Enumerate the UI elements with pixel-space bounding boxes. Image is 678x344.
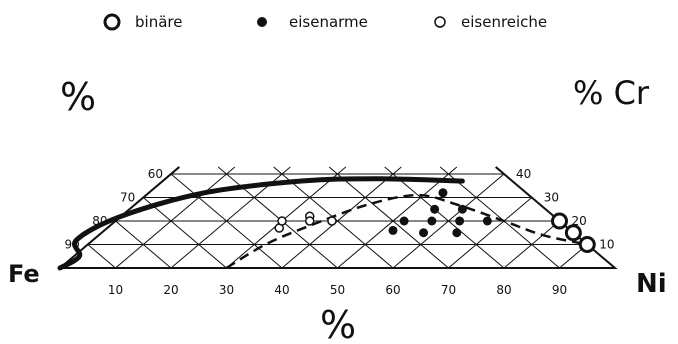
- iron-poor-point-marker: [438, 188, 448, 198]
- iron-poor-point-marker: [452, 228, 462, 238]
- iron-poor-point-marker: [388, 225, 398, 235]
- left-tick-label: 80: [92, 214, 107, 228]
- bottom-axis-percent-label: %: [320, 303, 356, 344]
- bottom-tick-label: 20: [163, 283, 178, 297]
- iron-rich-point-marker: [327, 216, 337, 226]
- legend-binary-marker: [103, 13, 121, 31]
- grid-line-fe: [142, 197, 227, 269]
- grid-line-fe: [439, 166, 560, 269]
- right-tick-label: 20: [572, 214, 587, 228]
- right-axis-cr-label: % Cr: [573, 74, 650, 112]
- grid-line-ni: [281, 166, 402, 269]
- legend: binäre eisenarme eisenreiche: [103, 13, 547, 31]
- corner-label-ni: Ni: [636, 269, 667, 299]
- legend-iron-rich-marker: [434, 16, 446, 28]
- iron-rich-point-marker: [305, 216, 315, 226]
- bottom-tick-label: 50: [330, 283, 345, 297]
- iron-poor-point-marker: [430, 204, 440, 214]
- bottom-tick-labels: 10 20 30 40 50 60 70 80 90: [108, 283, 567, 297]
- grid-line-ni: [448, 197, 533, 269]
- bottom-tick-label: 80: [496, 283, 511, 297]
- iron-poor-point-marker: [419, 228, 429, 238]
- grid-line-ni: [115, 166, 236, 269]
- ternary-grid: [57, 166, 618, 269]
- binary-point-marker: [551, 212, 568, 230]
- iron-poor-point-marker: [482, 216, 492, 226]
- right-tick-label: 10: [599, 238, 614, 252]
- bottom-tick-label: 30: [219, 283, 234, 297]
- right-tick-labels: 40 30 20 10: [516, 167, 615, 252]
- legend-iron-rich-label: eisenreiche: [461, 13, 547, 31]
- triangle-frame: [60, 167, 615, 268]
- bottom-tick-label: 60: [385, 283, 400, 297]
- grid-line-fe: [170, 173, 283, 269]
- triangle-edges: [57, 166, 618, 269]
- iron-poor-point-marker: [457, 204, 467, 214]
- corner-label-fe: Fe: [8, 260, 40, 288]
- data-markers: [274, 188, 596, 253]
- binary-point-marker: [564, 224, 582, 242]
- binary-point-marker: [578, 236, 596, 253]
- grid-line-ni: [337, 166, 458, 269]
- left-axis-percent-label: %: [60, 75, 96, 119]
- right-tick-label: 30: [544, 191, 559, 205]
- bottom-tick-label: 40: [274, 283, 289, 297]
- grid-line-fe: [328, 166, 449, 269]
- legend-iron-poor-label: eisenarme: [289, 13, 368, 31]
- grid-line-ni: [226, 166, 347, 269]
- right-tick-label: 40: [516, 167, 531, 181]
- grid-line-fe: [217, 166, 338, 269]
- solid-boundary-curve: [57, 176, 465, 271]
- legend-binary-label: binäre: [135, 13, 182, 31]
- legend-iron-poor-marker: [257, 17, 267, 27]
- left-tick-labels: 60 70 80 90: [64, 167, 163, 252]
- iron-poor-point-marker: [455, 216, 465, 226]
- dashed-boundary-curve: [225, 193, 588, 270]
- left-tick-label: 70: [120, 191, 135, 205]
- iron-poor-point-marker: [427, 216, 437, 226]
- grid-line-fe: [87, 244, 116, 269]
- grid-line-fe: [384, 166, 505, 269]
- bottom-tick-label: 70: [441, 283, 456, 297]
- bottom-tick-label: 10: [108, 283, 123, 297]
- iron-rich-point-marker: [277, 216, 287, 226]
- left-tick-label: 60: [148, 167, 163, 181]
- iron-poor-point-marker: [399, 216, 409, 226]
- bottom-tick-label: 90: [552, 283, 567, 297]
- left-tick-label: 90: [64, 238, 79, 252]
- grid-line-fe: [115, 220, 172, 269]
